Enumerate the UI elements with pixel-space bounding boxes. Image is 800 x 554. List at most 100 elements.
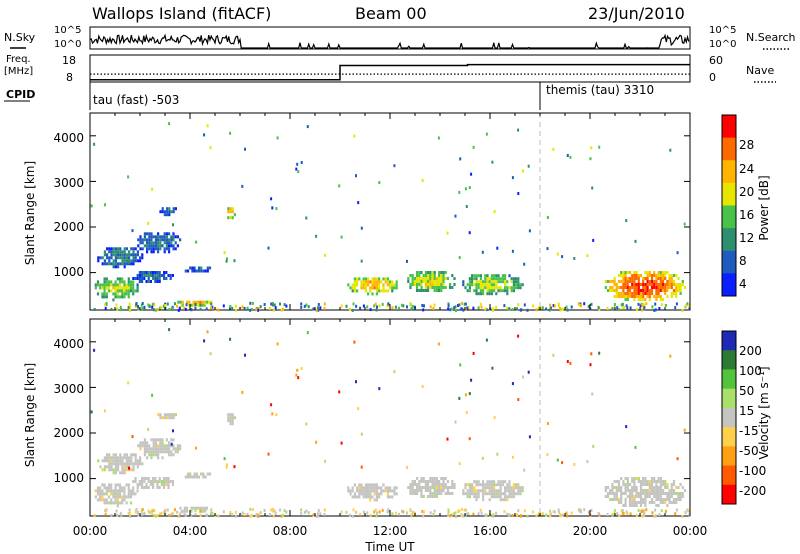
velocity-cell bbox=[375, 498, 378, 502]
power-cell bbox=[659, 277, 662, 280]
power-cell bbox=[112, 253, 115, 257]
power-cell bbox=[121, 280, 124, 284]
velocity-cell bbox=[353, 492, 356, 496]
velocity-cell bbox=[125, 501, 128, 505]
power-cell bbox=[132, 292, 135, 296]
power-cell bbox=[347, 283, 350, 287]
power-cell bbox=[371, 292, 374, 296]
power-cell bbox=[609, 280, 612, 283]
power-cell bbox=[418, 283, 421, 286]
velocity-cell bbox=[226, 463, 228, 467]
velocity-cell bbox=[577, 508, 580, 512]
power-cell bbox=[191, 269, 194, 273]
velocity-cell bbox=[416, 489, 419, 492]
power-cell bbox=[192, 303, 195, 307]
power-cell bbox=[132, 289, 135, 293]
power-cell bbox=[622, 271, 625, 274]
velocity-cell bbox=[654, 508, 657, 512]
velocity-cell bbox=[493, 492, 496, 496]
velocity-cell bbox=[541, 512, 544, 516]
velocity-cell bbox=[165, 477, 168, 480]
power-cell bbox=[613, 303, 616, 306]
power-cell bbox=[677, 277, 680, 280]
velocity-cell bbox=[167, 483, 170, 486]
velocity-cell bbox=[493, 486, 496, 490]
power-cell bbox=[418, 280, 421, 283]
velocity-cell bbox=[521, 486, 524, 490]
power-cell bbox=[515, 286, 518, 290]
power-cell bbox=[427, 289, 430, 292]
power-cell bbox=[637, 274, 640, 277]
power-cell bbox=[429, 271, 432, 274]
velocity-cell bbox=[633, 477, 636, 480]
power-cell bbox=[661, 274, 665, 277]
power-cell bbox=[657, 283, 660, 286]
velocity-cell bbox=[447, 513, 450, 517]
power-cell bbox=[401, 303, 403, 307]
velocity-cell bbox=[416, 483, 419, 486]
velocity-cell bbox=[139, 456, 142, 460]
power-cell bbox=[151, 303, 154, 307]
power-cell bbox=[416, 274, 419, 277]
velocity-cell bbox=[389, 489, 392, 493]
power-cell bbox=[515, 277, 518, 281]
velocity-cell bbox=[620, 509, 623, 513]
velocity-cell bbox=[295, 373, 298, 377]
velocity-cell bbox=[229, 512, 231, 516]
power-cell bbox=[369, 308, 372, 312]
power-cell bbox=[364, 283, 367, 287]
velocity-cell bbox=[615, 489, 618, 492]
power-cell bbox=[167, 274, 170, 277]
velocity-cell bbox=[429, 480, 432, 483]
power-cell bbox=[677, 283, 680, 286]
velocity-cell bbox=[358, 486, 361, 490]
velocity-cell bbox=[433, 509, 436, 513]
power-cell bbox=[121, 295, 124, 299]
power-cell bbox=[391, 289, 394, 293]
power-cell bbox=[373, 286, 376, 290]
velocity-colorbar-swatch bbox=[722, 331, 736, 351]
power-cell bbox=[283, 303, 286, 307]
power-cell bbox=[609, 289, 612, 292]
cpid-label: CPID bbox=[6, 88, 35, 101]
velocity-cell bbox=[168, 413, 171, 417]
power-cell bbox=[661, 286, 665, 289]
power-cell bbox=[172, 223, 174, 227]
nsearch-tick-top: 10^5 bbox=[709, 25, 736, 36]
velocity-cell bbox=[371, 489, 374, 493]
velocity-cell bbox=[644, 489, 647, 492]
power-cell bbox=[138, 271, 141, 274]
velocity-cell bbox=[664, 480, 667, 483]
velocity-cell bbox=[96, 498, 100, 502]
power-cell bbox=[418, 277, 421, 280]
velocity-cell bbox=[464, 492, 467, 496]
velocity-cell bbox=[546, 453, 549, 457]
velocity-cell bbox=[149, 480, 152, 483]
power-cell bbox=[389, 280, 392, 284]
velocity-cell bbox=[231, 416, 234, 420]
velocity-cell bbox=[444, 486, 447, 489]
power-cell bbox=[373, 283, 376, 287]
velocity-cell bbox=[206, 330, 209, 334]
velocity-cell bbox=[154, 477, 157, 480]
velocity-cell bbox=[201, 506, 204, 510]
power-cell bbox=[141, 277, 144, 280]
velocity-cell bbox=[484, 483, 487, 487]
power-cell bbox=[504, 289, 507, 293]
velocity-cell bbox=[621, 508, 624, 512]
power-cell bbox=[114, 286, 117, 290]
power-cell bbox=[384, 289, 387, 293]
power-cell bbox=[134, 253, 137, 257]
power-cell bbox=[132, 280, 135, 284]
power-cell bbox=[378, 289, 381, 293]
power-cell bbox=[670, 274, 673, 277]
power-cell bbox=[362, 304, 365, 308]
velocity-cell bbox=[493, 495, 496, 499]
power-cell bbox=[364, 280, 367, 284]
velocity-cell bbox=[208, 472, 212, 476]
power-cell bbox=[101, 286, 104, 290]
velocity-cell bbox=[642, 489, 645, 492]
velocity-cell bbox=[130, 462, 133, 466]
power-cell bbox=[484, 280, 487, 284]
velocity-cell bbox=[639, 504, 643, 507]
